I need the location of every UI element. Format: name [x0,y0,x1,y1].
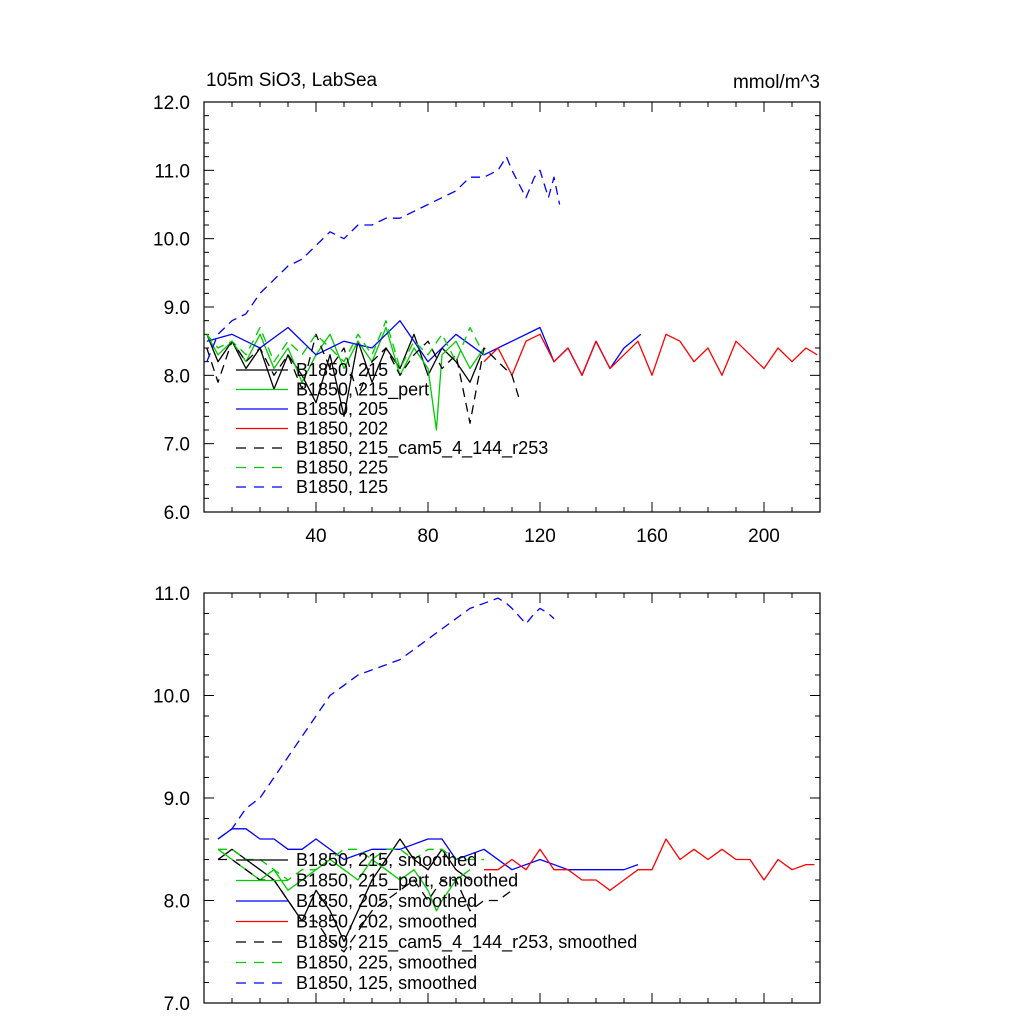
legend-label: B1850, 215, smoothed [296,850,477,870]
legend-label: B1850, 215 [296,360,388,380]
series-line [483,333,818,376]
series-line [218,848,484,881]
series-line [217,838,471,943]
x-tick-label: 40 [305,526,326,547]
legend-label: B1850, 202, smoothed [296,912,477,932]
series-line [484,838,815,891]
legend-label: B1850, 125 [296,477,388,497]
chart-title: 105m SiO3, LabSea [206,70,378,91]
legend-label: B1850, 205 [296,399,388,419]
legend-label: B1850, 215_cam5_4_144_r253 [296,438,548,459]
y-tick-label: 10.0 [153,230,190,251]
y-tick-label: 10.0 [153,687,190,708]
x-tick-label: 120 [524,526,556,547]
series-line [206,320,642,376]
series-line [206,333,522,424]
units-label: mmol/m^3 [733,72,820,93]
series-line [206,320,485,370]
y-tick-label: 12.0 [153,93,190,114]
x-tick-label: 200 [748,526,780,547]
legend-label: B1850, 225 [296,458,388,478]
y-tick-label: 11.0 [154,584,190,605]
legend-label: B1850, 202 [296,419,388,439]
legend-label: B1850, 215_cam5_4_144_r253, smoothed [296,932,637,953]
series-line [218,858,513,953]
series-line [206,156,561,362]
series-line [217,597,555,840]
series-line [206,333,482,417]
legend-label: B1850, 205, smoothed [296,891,477,911]
series-group [217,597,815,953]
legend-label: B1850, 215_pert [296,380,429,401]
y-tick-label: 6.0 [164,503,190,524]
legend-label: B1850, 215_pert, smoothed [296,871,518,892]
series-line [217,848,471,912]
series-line [217,828,639,871]
x-tick-label: 160 [636,526,668,547]
y-tick-label: 9.0 [164,298,190,319]
legend-label: B1850, 225, smoothed [296,953,477,973]
y-tick-label: 7.0 [164,994,190,1015]
y-tick-label: 8.0 [164,366,190,387]
y-tick-label: 9.0 [164,789,190,810]
legend-label: B1850, 125, smoothed [296,973,477,993]
y-tick-label: 8.0 [164,892,190,913]
y-tick-label: 11.0 [154,161,190,182]
y-tick-label: 7.0 [164,435,190,456]
top-panel: 6.0 7.0 8.0 9.0 10.0 11.0 12.0 40 80 120 160 200 105… [153,70,821,547]
series-group [206,156,818,431]
series-line [206,326,485,431]
x-tick-label: 80 [417,526,438,547]
